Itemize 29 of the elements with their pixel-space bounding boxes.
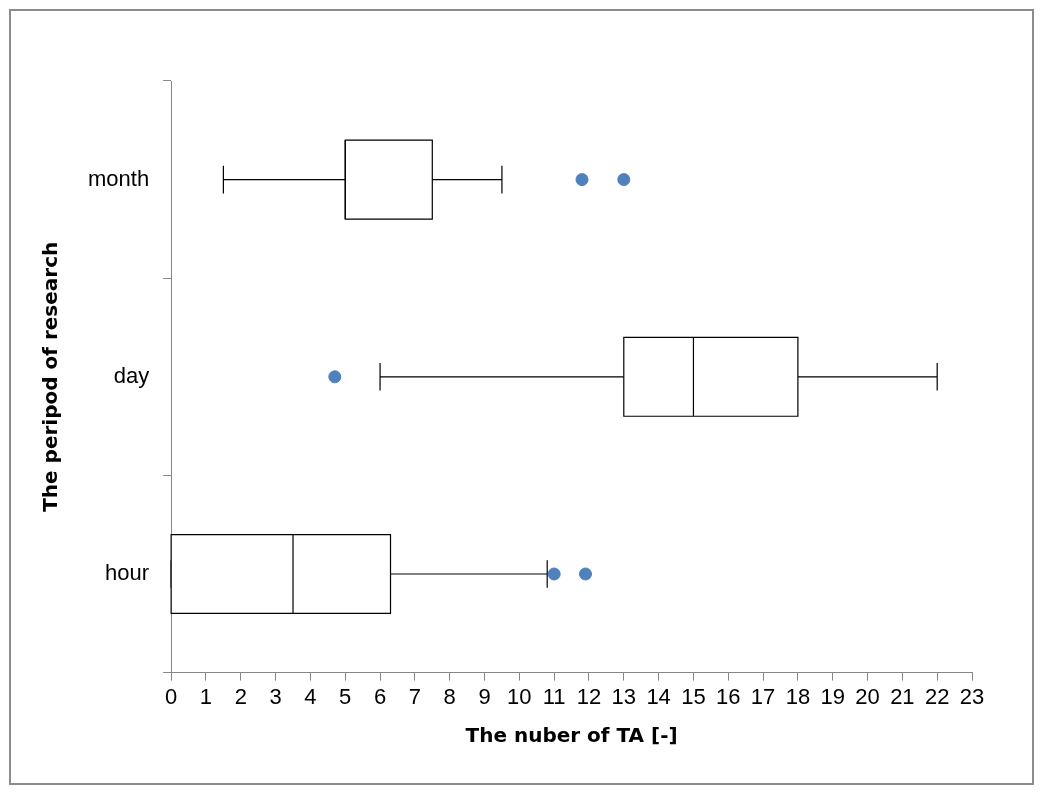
x-tick-label: 0 <box>165 683 178 709</box>
x-tick-label: 14 <box>646 683 671 709</box>
x-tick-label: 13 <box>611 683 637 709</box>
x-tick-label: 2 <box>234 683 247 709</box>
x-tick-label: 17 <box>750 683 776 709</box>
x-tick-label: 21 <box>890 683 915 709</box>
x-tick-label: 1 <box>199 683 213 709</box>
x-tick-label: 19 <box>820 683 845 709</box>
x-axis-title: The nuber of TA [-] <box>465 723 678 748</box>
x-tick-label: 12 <box>576 683 602 709</box>
x-tick-label: 7 <box>408 683 422 709</box>
x-tick-label: 8 <box>443 683 456 709</box>
x-tick-label: 11 <box>542 683 566 709</box>
y-tick-label: hour <box>105 560 150 586</box>
y-axis-title: The peripod of research <box>38 241 63 512</box>
x-tick-label: 5 <box>339 683 352 709</box>
x-tick-label: 16 <box>716 683 741 709</box>
x-tick-label: 10 <box>507 683 532 709</box>
x-tick-label: 9 <box>478 683 491 709</box>
y-tick-label: day <box>113 362 150 388</box>
x-tick-label: 6 <box>373 683 387 709</box>
x-tick-label: 3 <box>269 683 282 709</box>
x-tick-label: 18 <box>785 683 811 709</box>
x-tick-label: 23 <box>959 683 985 709</box>
x-tick-label: 22 <box>924 683 950 709</box>
x-tick-label: 4 <box>304 683 317 709</box>
y-tick-label: month <box>87 165 150 191</box>
x-tick-label: 15 <box>681 683 706 709</box>
x-tick-label: 20 <box>855 683 880 709</box>
